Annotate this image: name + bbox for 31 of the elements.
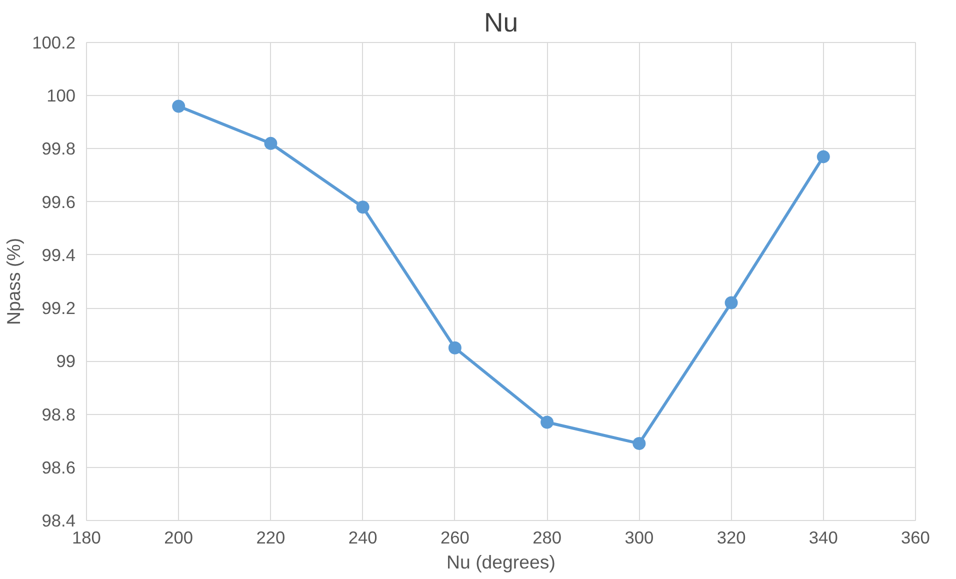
- x-tick-label: 180: [72, 528, 101, 548]
- x-tick-label: 260: [440, 528, 470, 548]
- x-axis-title: Nu (degrees): [446, 552, 556, 572]
- x-tick-label: 340: [808, 528, 838, 548]
- point: [724, 296, 738, 310]
- y-tick-label: 98.6: [42, 457, 76, 478]
- y-tick-label: 99: [56, 351, 76, 372]
- point: [448, 341, 462, 354]
- point: [356, 200, 370, 214]
- y-tick-label: 100: [46, 86, 76, 106]
- point: [172, 100, 186, 113]
- y-tick-label: 100.2: [32, 32, 76, 52]
- x-tick-label: 220: [256, 528, 286, 548]
- x-tick-label: 280: [532, 528, 562, 548]
- chart-title: Nu: [484, 8, 518, 38]
- y-tick-label: 99.6: [42, 192, 76, 212]
- y-tick-label: 99.2: [42, 298, 76, 318]
- x-tick-label: 240: [348, 528, 378, 548]
- y-tick-label: 99.4: [42, 244, 76, 265]
- y-axis-title: Npass (%): [3, 238, 24, 326]
- point: [816, 150, 830, 164]
- x-tick-label: 300: [624, 528, 654, 548]
- point: [264, 136, 278, 150]
- x-tick-label: 320: [716, 528, 746, 548]
- x-tick-label: 200: [164, 528, 194, 548]
- y-tick-label: 98.4: [42, 510, 76, 530]
- x-tick-label: 360: [901, 528, 930, 548]
- point: [632, 437, 646, 450]
- point: [540, 416, 554, 429]
- y-tick-label: 98.8: [42, 404, 76, 424]
- y-tick-label: 99.8: [42, 138, 76, 159]
